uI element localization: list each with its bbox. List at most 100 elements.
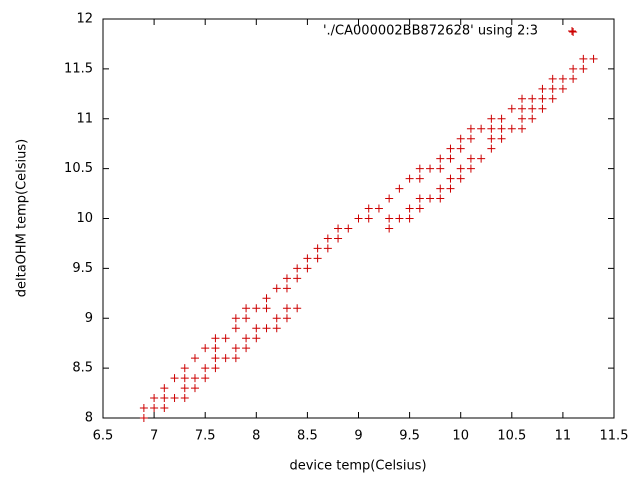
point xyxy=(190,354,199,363)
y-tick-label: 9.5 xyxy=(72,261,93,276)
point xyxy=(242,334,251,343)
point xyxy=(569,64,578,73)
point xyxy=(548,74,557,83)
point xyxy=(211,354,220,363)
point xyxy=(334,224,343,233)
point xyxy=(190,374,199,383)
point xyxy=(538,84,547,93)
point xyxy=(456,144,465,153)
point xyxy=(221,334,230,343)
point xyxy=(160,404,169,413)
point xyxy=(456,174,465,183)
point xyxy=(518,94,527,103)
point xyxy=(507,104,516,113)
point xyxy=(569,74,578,83)
y-tick-label: 11.5 xyxy=(64,61,93,76)
x-tick-label: 11.5 xyxy=(600,429,629,444)
x-tick-label: 9.5 xyxy=(399,429,420,444)
point xyxy=(201,364,210,373)
point xyxy=(293,264,302,273)
point xyxy=(211,334,220,343)
point xyxy=(405,204,414,213)
point xyxy=(456,164,465,173)
point xyxy=(518,124,527,133)
point xyxy=(487,124,496,133)
point xyxy=(334,234,343,243)
x-tick-label: 10.5 xyxy=(497,429,526,444)
point xyxy=(313,254,322,263)
point xyxy=(231,344,240,353)
point xyxy=(436,194,445,203)
point xyxy=(313,244,322,253)
point xyxy=(354,214,363,223)
point xyxy=(436,154,445,163)
point xyxy=(231,324,240,333)
point xyxy=(426,194,435,203)
point xyxy=(446,144,455,153)
point xyxy=(190,384,199,393)
point xyxy=(466,124,475,133)
point xyxy=(180,374,189,383)
x-tick-label: 6.5 xyxy=(93,429,114,444)
point xyxy=(528,114,537,123)
point xyxy=(303,264,312,273)
point xyxy=(538,104,547,113)
point xyxy=(538,94,547,103)
point xyxy=(180,384,189,393)
point xyxy=(528,104,537,113)
point xyxy=(231,354,240,363)
point xyxy=(201,344,210,353)
point xyxy=(221,354,230,363)
point xyxy=(589,54,598,63)
point xyxy=(282,284,291,293)
y-tick-label: 11 xyxy=(76,111,93,126)
point xyxy=(518,104,527,113)
point xyxy=(548,84,557,93)
point xyxy=(558,84,567,93)
point xyxy=(170,394,179,403)
point xyxy=(150,404,159,413)
point xyxy=(558,74,567,83)
y-tick-label: 9 xyxy=(85,311,93,326)
point xyxy=(252,304,261,313)
x-tick-label: 7.5 xyxy=(195,429,216,444)
point xyxy=(323,234,332,243)
point xyxy=(293,304,302,313)
point xyxy=(446,174,455,183)
point xyxy=(548,94,557,103)
point xyxy=(436,164,445,173)
point xyxy=(415,174,424,183)
point xyxy=(272,314,281,323)
point xyxy=(446,184,455,193)
point xyxy=(497,134,506,143)
point xyxy=(518,114,527,123)
point xyxy=(364,214,373,223)
point xyxy=(201,374,210,383)
x-axis-label: device temp(Celsius) xyxy=(289,459,426,474)
point xyxy=(426,164,435,173)
point xyxy=(211,344,220,353)
y-tick-label: 8.5 xyxy=(72,361,93,376)
point xyxy=(579,54,588,63)
point xyxy=(456,134,465,143)
point xyxy=(364,204,373,213)
point xyxy=(374,204,383,213)
point xyxy=(262,304,271,313)
point xyxy=(446,154,455,163)
point xyxy=(170,374,179,383)
point xyxy=(262,324,271,333)
x-tick-label: 11 xyxy=(555,429,572,444)
y-tick-label: 8 xyxy=(85,411,93,426)
point xyxy=(180,394,189,403)
point xyxy=(395,214,404,223)
point xyxy=(507,124,516,133)
y-tick-label: 12 xyxy=(76,12,93,27)
point xyxy=(282,314,291,323)
point xyxy=(160,394,169,403)
point xyxy=(385,224,394,233)
point xyxy=(242,304,251,313)
point xyxy=(569,27,578,36)
point xyxy=(262,294,271,303)
point xyxy=(242,314,251,323)
y-tick-label: 10 xyxy=(76,211,93,226)
